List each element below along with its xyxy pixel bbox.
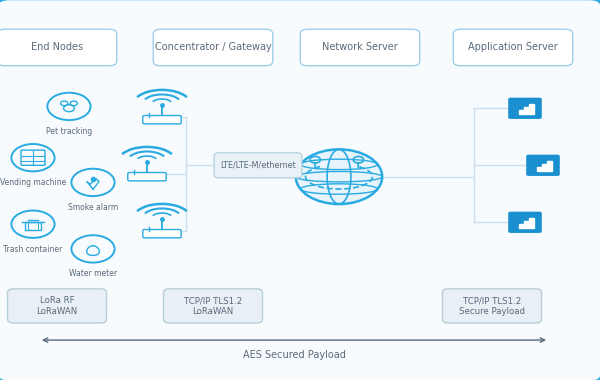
Circle shape	[296, 149, 382, 204]
Bar	[524, 221, 529, 228]
Text: Smoke alarm: Smoke alarm	[68, 203, 118, 212]
Text: Water meter: Water meter	[69, 269, 117, 279]
Text: LTE/LTE-M/ethernet: LTE/LTE-M/ethernet	[220, 161, 296, 170]
FancyBboxPatch shape	[526, 155, 560, 176]
Text: Pet tracking: Pet tracking	[46, 127, 92, 136]
Bar	[518, 110, 524, 114]
FancyBboxPatch shape	[508, 212, 542, 233]
Text: Trash container: Trash container	[4, 245, 62, 254]
FancyBboxPatch shape	[0, 29, 116, 66]
Bar	[518, 224, 524, 228]
Bar	[25, 222, 41, 230]
FancyBboxPatch shape	[8, 289, 107, 323]
Text: Application Server: Application Server	[468, 43, 558, 52]
FancyBboxPatch shape	[454, 29, 572, 66]
Text: Network Server: Network Server	[322, 43, 398, 52]
Text: AES Secured Payload: AES Secured Payload	[242, 350, 346, 359]
Text: End Nodes: End Nodes	[31, 43, 83, 52]
FancyBboxPatch shape	[128, 173, 166, 181]
Text: Vending machine: Vending machine	[0, 178, 66, 187]
Text: TCP/IP TLS1.2
Secure Payload: TCP/IP TLS1.2 Secure Payload	[459, 296, 525, 316]
Bar	[524, 107, 529, 114]
Bar	[542, 164, 547, 171]
Bar	[529, 218, 534, 228]
Bar	[547, 161, 552, 171]
Bar	[536, 167, 542, 171]
Text: TCP/IP TLS1.2
LoRaWAN: TCP/IP TLS1.2 LoRaWAN	[184, 296, 242, 316]
Text: Concentrator / Gateway: Concentrator / Gateway	[155, 43, 271, 52]
FancyBboxPatch shape	[300, 29, 419, 66]
Bar	[529, 104, 534, 114]
FancyBboxPatch shape	[154, 29, 272, 66]
FancyBboxPatch shape	[442, 289, 541, 323]
FancyBboxPatch shape	[508, 98, 542, 119]
FancyBboxPatch shape	[163, 289, 262, 323]
Text: LoRa RF
LoRaWAN: LoRa RF LoRaWAN	[37, 296, 77, 316]
FancyBboxPatch shape	[214, 153, 302, 178]
FancyBboxPatch shape	[143, 230, 181, 238]
FancyBboxPatch shape	[143, 116, 181, 124]
